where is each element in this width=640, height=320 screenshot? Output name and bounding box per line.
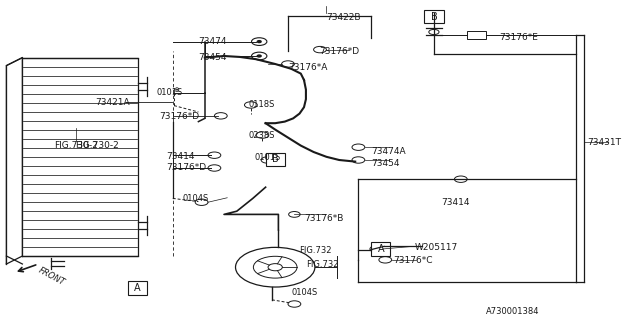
Text: 73454: 73454 bbox=[371, 159, 400, 168]
Text: 73176*A: 73176*A bbox=[288, 63, 328, 72]
Text: 73176*D: 73176*D bbox=[166, 164, 207, 172]
Text: 73421A: 73421A bbox=[95, 98, 129, 107]
Text: 73414: 73414 bbox=[442, 198, 470, 207]
Bar bbox=[266, 153, 285, 166]
Bar bbox=[424, 10, 444, 23]
Text: 0101S: 0101S bbox=[255, 153, 281, 162]
Text: B: B bbox=[431, 12, 437, 22]
Text: 0104S: 0104S bbox=[291, 288, 317, 297]
Text: 73474: 73474 bbox=[198, 37, 227, 46]
Circle shape bbox=[257, 41, 261, 43]
Text: 73454: 73454 bbox=[198, 53, 227, 62]
Bar bbox=[128, 281, 147, 295]
Text: 73176*C: 73176*C bbox=[394, 256, 433, 265]
Text: 0238S: 0238S bbox=[248, 131, 275, 140]
Bar bbox=[371, 242, 390, 256]
Text: 0118S: 0118S bbox=[248, 100, 275, 109]
Text: B: B bbox=[272, 154, 278, 164]
Text: 73176*D: 73176*D bbox=[319, 47, 359, 56]
Text: A: A bbox=[378, 244, 384, 254]
Text: FRONT: FRONT bbox=[37, 266, 67, 288]
Text: FIG.732: FIG.732 bbox=[300, 246, 332, 255]
Text: A730001384: A730001384 bbox=[486, 307, 540, 316]
Text: 73176*E: 73176*E bbox=[499, 33, 538, 42]
Text: FIG.730-2: FIG.730-2 bbox=[54, 141, 97, 150]
Text: A: A bbox=[134, 283, 141, 293]
Text: 0101S: 0101S bbox=[157, 88, 183, 97]
Text: ⊕: ⊕ bbox=[173, 87, 179, 92]
Text: FIG.732: FIG.732 bbox=[306, 260, 339, 269]
Text: W205117: W205117 bbox=[415, 243, 458, 252]
Text: 0104S: 0104S bbox=[182, 194, 209, 203]
Text: 73176*B: 73176*B bbox=[304, 214, 344, 223]
Text: 73474A: 73474A bbox=[371, 148, 406, 156]
Bar bbox=[467, 31, 486, 39]
Text: 73176*D: 73176*D bbox=[159, 112, 199, 121]
Circle shape bbox=[257, 55, 261, 57]
Text: 73414: 73414 bbox=[166, 152, 195, 161]
Text: FIG.730-2: FIG.730-2 bbox=[76, 141, 119, 150]
Text: 73422B: 73422B bbox=[326, 13, 361, 22]
Text: 73431T: 73431T bbox=[588, 138, 621, 147]
